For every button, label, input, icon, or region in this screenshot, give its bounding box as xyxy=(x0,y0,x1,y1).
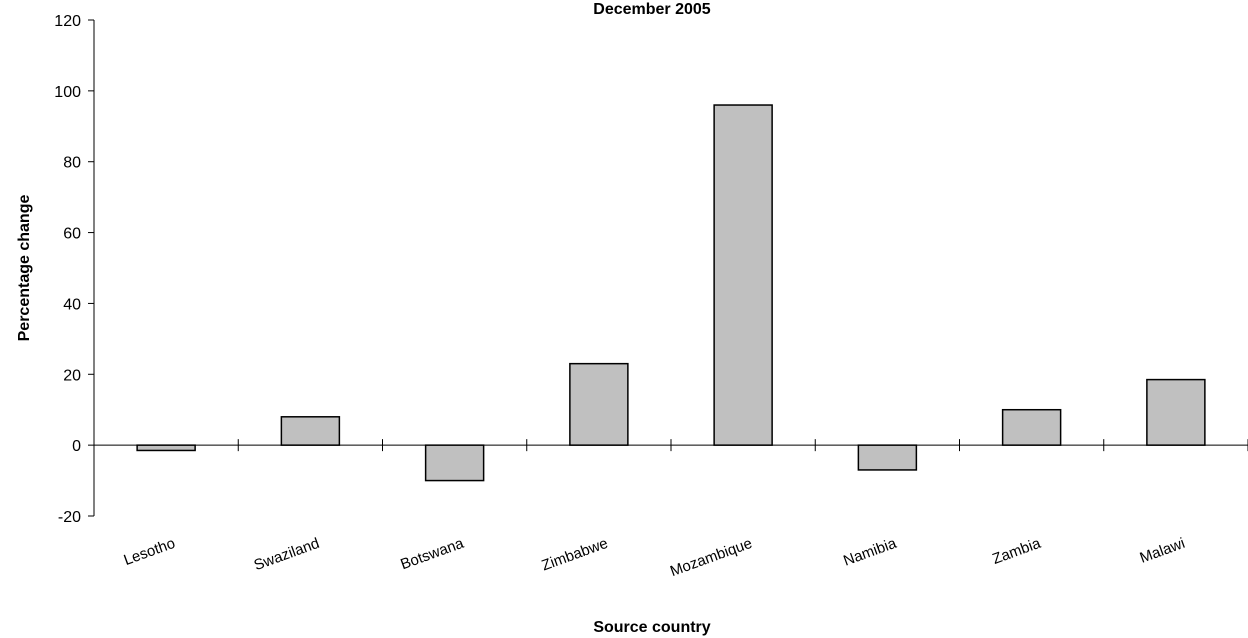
x-category-label: Namibia xyxy=(841,535,899,570)
bar-malawi xyxy=(1146,378,1206,446)
y-tick-label: 120 xyxy=(54,13,81,30)
x-category-label: Swaziland xyxy=(252,535,322,574)
y-tick-label: 0 xyxy=(72,438,81,455)
bar-lesotho xyxy=(136,444,196,452)
x-category-label: Lesotho xyxy=(122,535,178,569)
bar-botswana xyxy=(424,444,485,482)
bar-zambia xyxy=(1001,408,1062,446)
plot-area: -20 0 20 40 60 80 100 120 Lesotho Swaziland Botswa… xyxy=(54,13,1248,580)
y-tick-label: -20 xyxy=(58,509,81,526)
y-tick-label: 100 xyxy=(54,84,81,101)
x-category-label: Zambia xyxy=(990,535,1043,568)
bar-namibia xyxy=(857,444,918,471)
bar-mozambique xyxy=(713,104,773,446)
x-category-label: Malawi xyxy=(1138,535,1188,567)
chart-title: December 2005 xyxy=(593,1,711,18)
y-tick-label: 60 xyxy=(63,226,81,243)
bar-zimbabwe xyxy=(569,362,629,446)
x-category-label: Zimbabwe xyxy=(539,535,610,575)
y-tick-label: 20 xyxy=(63,367,81,384)
x-category-label: Botswana xyxy=(398,535,466,574)
x-category-label: Mozambique xyxy=(668,535,755,580)
bar-swaziland xyxy=(280,416,341,446)
x-axis-label: Source country xyxy=(593,619,710,636)
y-tick-label: 40 xyxy=(63,296,81,313)
y-axis-label: Percentage change xyxy=(16,195,33,342)
y-tick-label: 80 xyxy=(63,155,81,172)
